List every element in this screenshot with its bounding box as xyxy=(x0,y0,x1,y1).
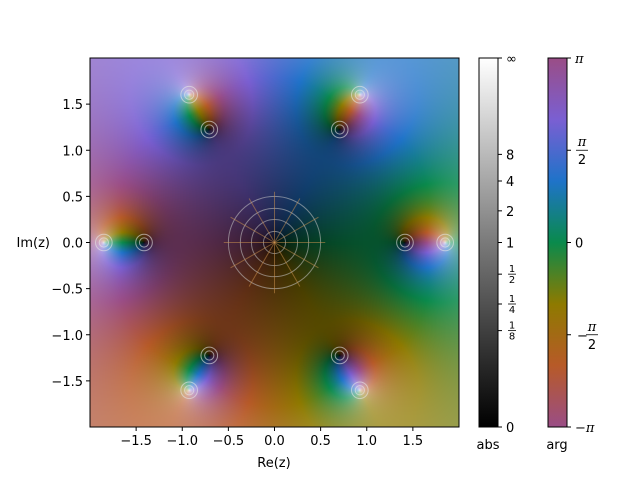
abs-tick-label: 1 xyxy=(509,264,515,275)
y-tick-label: −0.5 xyxy=(51,283,83,298)
x-tick-label: 1.0 xyxy=(356,434,377,449)
arg-tick-label: π xyxy=(587,320,597,335)
y-axis-ticks: −1.5 −1.0 −0.5 0.0 0.5 1.0 1.5 xyxy=(51,98,90,390)
y-tick-label: −1.5 xyxy=(51,375,83,390)
abs-tick-label: 2 xyxy=(509,275,515,286)
abs-tick-label: 1 xyxy=(506,237,514,252)
y-axis-label: Im(z) xyxy=(17,236,50,251)
y-tick-label: 0.0 xyxy=(62,237,83,252)
abs-colorbar-label: abs xyxy=(477,438,500,453)
x-tick-label: −1.0 xyxy=(166,434,198,449)
arg-tick-label: −π xyxy=(575,421,595,436)
plot-area xyxy=(89,57,460,428)
abs-tick-label: 4 xyxy=(509,305,515,316)
contour-overlay xyxy=(95,85,454,400)
arg-tick-sign: − xyxy=(577,329,588,344)
abs-colorbar-gradient xyxy=(478,57,499,428)
abs-tick-label: 0 xyxy=(506,421,514,436)
x-axis-ticks: −1.5 −1.0 −0.5 0.0 0.5 1.0 1.5 xyxy=(120,427,423,449)
arg-tick-label: 2 xyxy=(578,153,586,168)
abs-tick-label: 1 xyxy=(509,294,515,305)
x-axis-label: Re(z) xyxy=(257,456,290,471)
abs-tick-label: ∞ xyxy=(506,52,517,67)
y-tick-label: 1.5 xyxy=(62,98,83,113)
abs-tick-label: 2 xyxy=(506,205,514,220)
x-tick-label: 0.5 xyxy=(310,434,331,449)
x-tick-label: −0.5 xyxy=(213,434,245,449)
y-tick-label: −1.0 xyxy=(51,329,83,344)
arg-tick-label: 2 xyxy=(588,338,596,353)
abs-tick-label: 8 xyxy=(509,332,515,343)
arg-tick-label: π xyxy=(574,52,584,67)
arg-colorbar-gradient xyxy=(547,57,568,428)
y-tick-label: 1.0 xyxy=(62,144,83,159)
x-tick-label: 1.5 xyxy=(403,434,424,449)
x-tick-label: 0.0 xyxy=(264,434,285,449)
arg-colorbar-label: arg xyxy=(546,438,567,453)
arg-tick-label: π xyxy=(577,135,587,150)
arg-tick-label: 0 xyxy=(575,237,583,252)
y-tick-label: 0.5 xyxy=(62,190,83,205)
x-tick-label: −1.5 xyxy=(120,434,152,449)
abs-tick-label: 4 xyxy=(506,175,514,190)
abs-tick-label: 8 xyxy=(506,148,514,163)
abs-tick-label: 1 xyxy=(509,321,515,332)
